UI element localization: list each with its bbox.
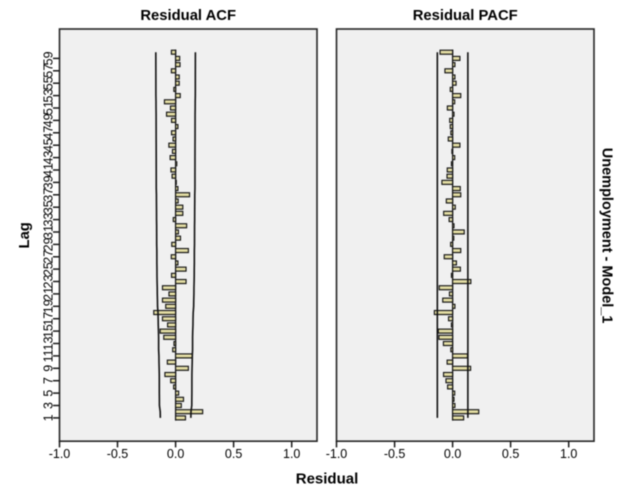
svg-text:37: 37 — [41, 188, 55, 202]
svg-text:11: 11 — [41, 349, 55, 362]
svg-text:9: 9 — [41, 365, 55, 372]
svg-text:39: 39 — [41, 175, 55, 189]
svg-text:1.0: 1.0 — [560, 447, 577, 461]
svg-text:1: 1 — [41, 414, 55, 421]
svg-text:59: 59 — [41, 51, 55, 65]
svg-text:55: 55 — [41, 76, 55, 90]
svg-text:3: 3 — [41, 402, 55, 409]
svg-text:51: 51 — [41, 101, 55, 115]
svg-text:0.0: 0.0 — [167, 447, 184, 461]
svg-text:-0.5: -0.5 — [384, 447, 406, 461]
svg-text:Residual ACF: Residual ACF — [140, 8, 236, 24]
svg-text:1.0: 1.0 — [283, 447, 300, 461]
svg-text:21: 21 — [41, 287, 55, 301]
svg-text:23: 23 — [41, 275, 55, 289]
svg-text:Unemployment - Model_1: Unemployment - Model_1 — [599, 148, 615, 324]
svg-text:17: 17 — [41, 312, 55, 326]
svg-text:35: 35 — [41, 200, 55, 214]
svg-text:5: 5 — [41, 390, 55, 397]
svg-text:47: 47 — [41, 126, 55, 140]
svg-text:-1.0: -1.0 — [326, 447, 348, 461]
svg-text:13: 13 — [41, 337, 55, 351]
svg-text:Residual PACF: Residual PACF — [413, 8, 518, 24]
svg-text:Lag: Lag — [17, 222, 33, 248]
svg-text:41: 41 — [41, 163, 55, 177]
svg-text:19: 19 — [41, 299, 55, 313]
svg-text:49: 49 — [41, 113, 55, 127]
svg-text:33: 33 — [41, 213, 55, 227]
svg-text:29: 29 — [41, 237, 55, 251]
svg-text:43: 43 — [41, 151, 55, 165]
svg-text:-0.5: -0.5 — [107, 447, 129, 461]
svg-text:25: 25 — [41, 262, 55, 276]
svg-text:53: 53 — [41, 89, 55, 103]
svg-text:Residual: Residual — [296, 471, 359, 488]
svg-text:57: 57 — [41, 64, 55, 78]
svg-text:0.0: 0.0 — [444, 447, 461, 461]
svg-text:0.5: 0.5 — [225, 447, 242, 461]
svg-text:0.5: 0.5 — [502, 447, 519, 461]
svg-text:15: 15 — [41, 324, 55, 338]
svg-text:27: 27 — [41, 250, 55, 264]
svg-text:-1.0: -1.0 — [49, 447, 71, 461]
svg-text:31: 31 — [41, 225, 55, 239]
svg-text:45: 45 — [41, 138, 55, 152]
svg-text:7: 7 — [41, 377, 55, 384]
